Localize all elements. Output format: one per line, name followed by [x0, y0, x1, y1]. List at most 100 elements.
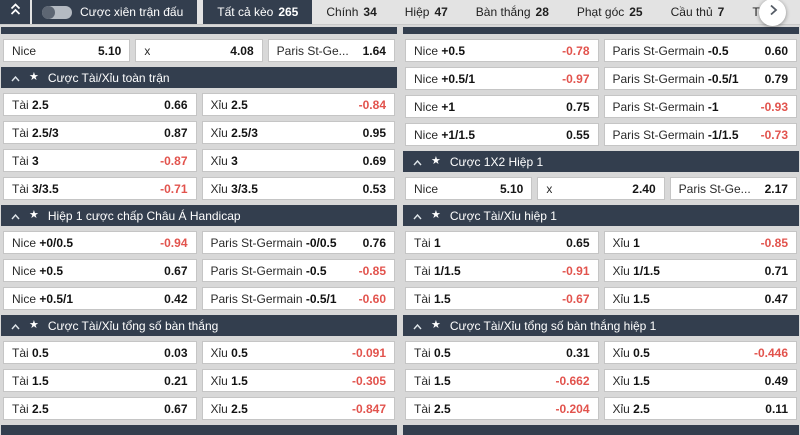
tab-2[interactable]: Hiệp 47: [391, 0, 462, 24]
selection-name: Nice: [12, 263, 37, 278]
odds-cell[interactable]: Xỉu 2.5 -0.847: [201, 397, 395, 420]
odds-cell[interactable]: Tài 3/3.5 -0.71: [3, 177, 197, 200]
market-section-header[interactable]: ★ Cược Tài/Xỉu tổng số bàn thắng hiệp 1: [403, 315, 799, 336]
odds-cell[interactable]: Paris St-Germain -0.5/1 -0.60: [201, 287, 395, 310]
odds-value: 0.60: [764, 43, 788, 58]
market-section-header[interactable]: ★ Cược Tài/Xỉu toàn trận: [1, 67, 397, 88]
tab-3[interactable]: Bàn thắng 28: [462, 0, 563, 24]
odds-cell[interactable]: Tài 2.5/3 0.87: [3, 121, 197, 144]
odds-cell[interactable]: Tài 1/1.5 -0.91: [405, 259, 599, 282]
odds-cell[interactable]: Xỉu 2.5/3 0.95: [201, 121, 395, 144]
odds-row: Nice +1/1.5 0.55 Paris St-Germain -1/1.5 -0…: [403, 123, 799, 146]
selection-label: Tài 2.5/3: [12, 126, 59, 140]
odds-cell[interactable]: Tài 1.5 -0.67: [405, 287, 599, 310]
odds-cell[interactable]: x 4.08: [135, 39, 263, 62]
selection-label: Paris St-Germain -0.5/1: [211, 292, 337, 306]
odds-cell[interactable]: Tài 0.5 0.31: [405, 341, 599, 364]
odds-cell[interactable]: Nice 5.10: [405, 177, 533, 200]
odds-cell[interactable]: Nice +0.5 -0.78: [405, 39, 599, 62]
tab-5[interactable]: Cầu thủ 7: [657, 0, 739, 24]
selection-name: Nice: [414, 127, 439, 142]
odds-cell[interactable]: Nice +0.5 0.67: [3, 259, 197, 282]
tab-1[interactable]: Chính 34: [312, 0, 390, 24]
market-section-header[interactable]: ★ Hiệp 1 cược chấp Châu Á Handicap: [1, 205, 397, 226]
odds-cell[interactable]: Xỉu 3/3.5 0.53: [201, 177, 395, 200]
collapse-all-button[interactable]: [0, 0, 30, 24]
odds-row: Tài 2.5 0.67 Xỉu 2.5 -0.847: [1, 397, 397, 420]
odds-value: 0.87: [164, 125, 188, 140]
selection-line: 0.5: [430, 345, 451, 360]
odds-cell[interactable]: Nice +0.5/1 0.42: [3, 287, 197, 310]
selection-name: Paris St-Germain: [612, 99, 705, 114]
parlay-toggle-switch[interactable]: [42, 5, 72, 19]
odds-cell[interactable]: Nice +1/1.5 0.55: [405, 123, 599, 146]
odds-cell[interactable]: x 2.40: [537, 177, 665, 200]
selection-name: Paris St-Germain: [612, 71, 705, 86]
odds-row: Nice 5.10 x 2.40 Paris St-Ge... 2.17: [403, 177, 799, 200]
odds-cell[interactable]: Xỉu 2.5 -0.84: [201, 93, 395, 116]
odds-cell[interactable]: Paris St-Germain -0.5/1 0.79: [603, 67, 797, 90]
odds-cell[interactable]: Xỉu 2.5 0.11: [603, 397, 797, 420]
odds-cell[interactable]: Nice 5.10: [3, 39, 131, 62]
odds-cell[interactable]: Xỉu 0.5 -0.091: [201, 341, 395, 364]
selection-label: Paris St-Germain -1: [613, 100, 719, 114]
selection-label: Paris St-Germain -0/0.5: [211, 236, 337, 250]
odds-cell[interactable]: Paris St-Germain -1 -0.93: [603, 95, 797, 118]
selection-line: 1.5: [629, 373, 650, 388]
odds-cell[interactable]: Nice +0/0.5 -0.94: [3, 231, 197, 254]
odds-value: -0.73: [760, 127, 788, 142]
market-section-header[interactable]: ★ Cược 1X2 Hiệp 1: [403, 151, 799, 172]
odds-column-1: Nice +0.5 -0.78 Paris St-Germain -0.5 0.60 N…: [403, 27, 799, 435]
odds-cell[interactable]: Tài 0.5 0.03: [3, 341, 197, 364]
selection-label: x: [144, 44, 150, 58]
odds-cell[interactable]: Xỉu 1/1.5 0.71: [603, 259, 797, 282]
odds-value: -0.091: [351, 345, 386, 360]
selection-label: Paris St-Germain -0.5: [613, 44, 729, 58]
odds-cell[interactable]: Tài 3 -0.87: [3, 149, 197, 172]
odds-cell[interactable]: Paris St-Germain -0.5 -0.85: [201, 259, 395, 282]
odds-cell[interactable]: Paris St-Germain -0/0.5 0.76: [201, 231, 395, 254]
parlay-toggle-group[interactable]: Cược xiên trận đấu: [32, 0, 198, 24]
market-section-header[interactable]: ★ Cược Tài/Xỉu tổng số bàn thắng: [1, 315, 397, 336]
tab-4[interactable]: Phạt góc 25: [563, 0, 657, 24]
selection-line: 1.5: [227, 373, 248, 388]
odds-cell[interactable]: Tài 2.5 -0.204: [405, 397, 599, 420]
odds-cell[interactable]: Xỉu 3 0.69: [201, 149, 395, 172]
odds-cell[interactable]: Nice +0.5/1 -0.97: [405, 67, 599, 90]
odds-cell[interactable]: Xỉu 1 -0.85: [603, 231, 797, 254]
odds-cell[interactable]: Tài 2.5 0.67: [3, 397, 197, 420]
tab-0[interactable]: Tất cả kèo 265: [203, 0, 313, 24]
odds-row: Tài 1.5 -0.67 Xỉu 1.5 0.47: [403, 287, 799, 310]
odds-cell[interactable]: Xỉu 1.5 0.47: [603, 287, 797, 310]
odds-value: 0.69: [362, 153, 386, 168]
odds-row: Tài 1/1.5 -0.91 Xỉu 1/1.5 0.71: [403, 259, 799, 282]
odds-cell[interactable]: Paris St-Germain -0.5 0.60: [603, 39, 797, 62]
selection-line: 3: [227, 153, 238, 168]
selection-label: Xỉu 1/1.5: [613, 264, 660, 278]
odds-value: -0.93: [760, 99, 788, 114]
tabs-next-button[interactable]: [759, 0, 786, 26]
odds-cell[interactable]: Tài 2.5 0.66: [3, 93, 197, 116]
odds-cell[interactable]: Tài 1 0.65: [405, 231, 599, 254]
odds-cell[interactable]: Xỉu 1.5 -0.305: [201, 369, 395, 392]
odds-cell[interactable]: Xỉu 1.5 0.49: [603, 369, 797, 392]
odds-cell[interactable]: Nice +1 0.75: [405, 95, 599, 118]
odds-row: Tài 3/3.5 -0.71 Xỉu 3/3.5 0.53: [1, 177, 397, 200]
selection-label: Xỉu 2.5: [211, 98, 248, 112]
tab-label: Phạt góc: [576, 5, 625, 19]
tab-count: 7: [717, 5, 725, 19]
tab-label: Cầu thủ: [670, 5, 713, 19]
cutoff-section-header: [403, 27, 799, 34]
selection-line: 0.5: [28, 345, 49, 360]
odds-cell[interactable]: Paris St-Ge... 1.64: [267, 39, 395, 62]
star-icon: ★: [431, 319, 441, 331]
selection-label: Paris St-Ge...: [277, 44, 349, 58]
market-section-header[interactable]: ★ Cược Tài/Xỉu hiệp 1: [403, 205, 799, 226]
selection-name: Xỉu: [612, 345, 630, 360]
odds-cell[interactable]: Xỉu 0.5 -0.446: [603, 341, 797, 364]
odds-cell[interactable]: Paris St-Germain -1/1.5 -0.73: [603, 123, 797, 146]
odds-cell[interactable]: Tài 1.5 -0.662: [405, 369, 599, 392]
odds-cell[interactable]: Tài 1.5 0.21: [3, 369, 197, 392]
odds-cell[interactable]: Paris St-Ge... 2.17: [669, 177, 797, 200]
cutoff-section-header: [1, 425, 397, 435]
